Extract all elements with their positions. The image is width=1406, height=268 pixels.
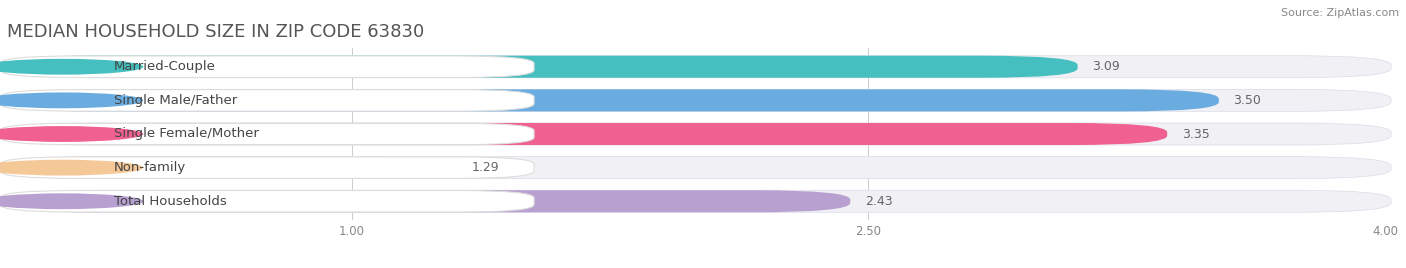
FancyBboxPatch shape <box>1 89 1219 111</box>
FancyBboxPatch shape <box>1 190 1391 212</box>
FancyBboxPatch shape <box>1 157 1391 179</box>
FancyBboxPatch shape <box>0 56 534 77</box>
FancyBboxPatch shape <box>1 56 1077 78</box>
FancyBboxPatch shape <box>1 157 457 179</box>
FancyBboxPatch shape <box>1 89 1391 111</box>
Text: Single Female/Mother: Single Female/Mother <box>114 128 259 140</box>
Circle shape <box>0 126 143 142</box>
FancyBboxPatch shape <box>0 123 534 145</box>
FancyBboxPatch shape <box>1 190 851 212</box>
FancyBboxPatch shape <box>0 191 534 212</box>
Text: MEDIAN HOUSEHOLD SIZE IN ZIP CODE 63830: MEDIAN HOUSEHOLD SIZE IN ZIP CODE 63830 <box>7 23 425 41</box>
FancyBboxPatch shape <box>1 123 1391 145</box>
FancyBboxPatch shape <box>1 56 1391 78</box>
Circle shape <box>0 92 143 108</box>
Circle shape <box>0 160 143 176</box>
Text: Total Households: Total Households <box>114 195 226 208</box>
Text: 3.50: 3.50 <box>1233 94 1261 107</box>
Text: Non-family: Non-family <box>114 161 186 174</box>
Text: 3.35: 3.35 <box>1181 128 1209 140</box>
FancyBboxPatch shape <box>0 90 534 111</box>
Text: 2.43: 2.43 <box>865 195 893 208</box>
FancyBboxPatch shape <box>0 157 534 178</box>
Text: Source: ZipAtlas.com: Source: ZipAtlas.com <box>1281 8 1399 18</box>
Text: 1.29: 1.29 <box>472 161 499 174</box>
Text: 3.09: 3.09 <box>1092 60 1119 73</box>
Text: Single Male/Father: Single Male/Father <box>114 94 238 107</box>
Circle shape <box>0 193 143 209</box>
Text: Married-Couple: Married-Couple <box>114 60 215 73</box>
FancyBboxPatch shape <box>1 123 1167 145</box>
Circle shape <box>0 59 143 75</box>
